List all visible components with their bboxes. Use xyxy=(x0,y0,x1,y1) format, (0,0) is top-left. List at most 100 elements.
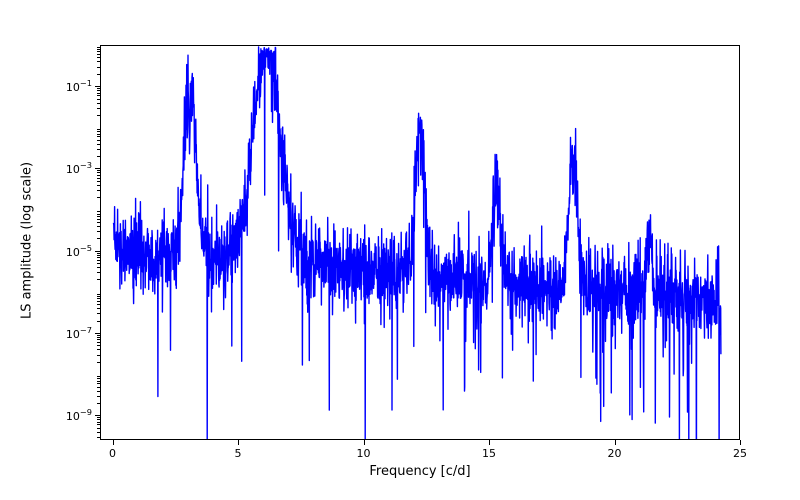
y-minor-tick xyxy=(97,349,100,350)
y-minor-tick xyxy=(97,339,100,340)
y-axis-label: LS amplitude (log scale) xyxy=(20,140,35,340)
y-minor-tick xyxy=(97,424,100,425)
y-minor-tick xyxy=(97,172,100,173)
y-minor-tick xyxy=(97,355,100,356)
spectrum-path xyxy=(114,47,721,439)
x-tick-label: 0 xyxy=(109,447,116,460)
y-tick-mark xyxy=(95,251,100,252)
y-minor-tick xyxy=(97,428,100,429)
y-minor-tick xyxy=(97,95,100,96)
y-minor-tick xyxy=(97,267,100,268)
y-minor-tick xyxy=(97,345,100,346)
y-minor-tick xyxy=(97,321,100,322)
y-minor-tick xyxy=(97,396,100,397)
y-minor-tick xyxy=(97,226,100,227)
y-tick-mark xyxy=(95,86,100,87)
y-minor-tick xyxy=(97,129,100,130)
y-minor-tick xyxy=(97,403,100,404)
y-minor-tick xyxy=(97,238,100,239)
x-tick-mark xyxy=(740,440,741,445)
y-minor-tick xyxy=(97,74,100,75)
y-minor-tick xyxy=(97,178,100,179)
plot-inner xyxy=(101,46,739,439)
x-axis-label: Frequency [c/d] xyxy=(340,464,500,479)
y-minor-tick xyxy=(97,156,100,157)
x-tick-label: 5 xyxy=(235,447,242,460)
y-minor-tick xyxy=(97,134,100,135)
y-tick-label: 10−1 xyxy=(66,78,92,94)
y-minor-tick xyxy=(97,149,100,150)
y-minor-tick xyxy=(97,181,100,182)
y-minor-tick xyxy=(97,263,100,264)
y-minor-tick xyxy=(97,432,100,433)
y-minor-tick xyxy=(97,335,100,336)
y-minor-tick xyxy=(97,437,100,438)
y-minor-tick xyxy=(97,99,100,100)
x-tick-label: 10 xyxy=(357,447,371,460)
y-minor-tick xyxy=(97,342,100,343)
y-minor-tick xyxy=(97,216,100,217)
y-minor-tick xyxy=(97,222,100,223)
y-minor-tick xyxy=(97,140,100,141)
y-minor-tick xyxy=(97,257,100,258)
x-tick-mark xyxy=(113,440,114,445)
y-minor-tick xyxy=(97,419,100,420)
y-tick-mark xyxy=(95,168,100,169)
x-tick-mark xyxy=(615,440,616,445)
y-minor-tick xyxy=(97,231,100,232)
x-tick-mark xyxy=(238,440,239,445)
y-minor-tick xyxy=(97,298,100,299)
y-minor-tick xyxy=(97,190,100,191)
y-minor-tick xyxy=(97,93,100,94)
y-minor-tick xyxy=(97,253,100,254)
y-minor-tick xyxy=(97,387,100,388)
y-tick-label: 10−3 xyxy=(66,161,92,177)
spectrum-trace xyxy=(101,46,739,439)
y-minor-tick xyxy=(97,51,100,52)
x-tick-label: 15 xyxy=(482,447,496,460)
y-minor-tick xyxy=(97,337,100,338)
y-minor-tick xyxy=(97,417,100,418)
y-minor-tick xyxy=(97,219,100,220)
y-minor-tick xyxy=(97,255,100,256)
y-minor-tick xyxy=(97,197,100,198)
y-minor-tick xyxy=(97,279,100,280)
y-minor-tick xyxy=(97,57,100,58)
y-minor-tick xyxy=(97,391,100,392)
y-tick-mark xyxy=(95,415,100,416)
y-minor-tick xyxy=(97,185,100,186)
y-minor-tick xyxy=(97,47,100,48)
y-minor-tick xyxy=(97,296,100,297)
y-minor-tick xyxy=(97,131,100,132)
plot-area xyxy=(100,45,740,440)
x-tick-mark xyxy=(364,440,365,445)
y-minor-tick xyxy=(97,88,100,89)
y-minor-tick xyxy=(97,422,100,423)
y-minor-tick xyxy=(97,376,100,377)
y-minor-tick xyxy=(97,54,100,55)
y-tick-label: 10−9 xyxy=(66,407,92,423)
y-tick-label: 10−7 xyxy=(66,325,92,341)
y-minor-tick xyxy=(97,103,100,104)
x-tick-label: 25 xyxy=(733,447,747,460)
y-minor-tick xyxy=(97,49,100,50)
y-minor-tick xyxy=(97,170,100,171)
y-minor-tick xyxy=(97,362,100,363)
y-minor-tick xyxy=(97,378,100,379)
y-minor-tick xyxy=(97,260,100,261)
y-minor-tick xyxy=(97,272,100,273)
y-tick-label: 10−5 xyxy=(66,243,92,259)
y-minor-tick xyxy=(97,67,100,68)
y-minor-tick xyxy=(97,211,100,212)
y-minor-tick xyxy=(97,308,100,309)
figure: Frequency [c/d] LS amplitude (log scale)… xyxy=(0,0,800,500)
y-minor-tick xyxy=(97,90,100,91)
y-minor-tick xyxy=(97,115,100,116)
y-minor-tick xyxy=(97,313,100,314)
y-minor-tick xyxy=(97,108,100,109)
y-minor-tick xyxy=(97,61,100,62)
y-minor-tick xyxy=(97,301,100,302)
y-minor-tick xyxy=(97,214,100,215)
y-minor-tick xyxy=(97,383,100,384)
y-minor-tick xyxy=(97,381,100,382)
